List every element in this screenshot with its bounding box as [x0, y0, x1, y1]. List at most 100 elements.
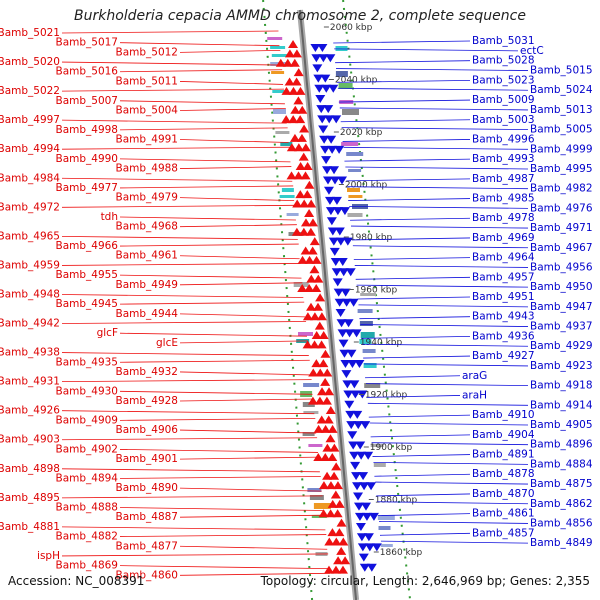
gene-arrow-left [295, 86, 306, 95]
gene-arrow-right [318, 54, 329, 63]
gene-label-right: Bamb_4943 [472, 311, 535, 323]
gene-leader-right [338, 99, 471, 103]
gene-arrow-left [302, 190, 313, 199]
gene-leader-left [61, 321, 307, 324]
gene-label-left: Bamb_4955 [55, 269, 118, 281]
gene-label-left: Bamb_4906 [115, 424, 178, 436]
gene-label-right: araH [462, 389, 487, 401]
gene-arrow-right [345, 410, 356, 419]
gene-arrow-left [316, 340, 327, 349]
gene-arrow-left [331, 537, 342, 546]
gene-arrow-right [338, 268, 349, 277]
gene-arrow-left [340, 556, 351, 565]
gene-leader-left [119, 185, 294, 189]
gene-arrow-left [313, 302, 324, 311]
gene-label-right: Bamb_4861 [472, 508, 535, 520]
gene-arrow-right [357, 543, 368, 552]
gene-arrow-left [288, 40, 299, 48]
gene-label-right: Bamb_4905 [530, 419, 593, 431]
gene-arrow-left [302, 340, 313, 349]
gene-label-left: Bamb_5017 [55, 37, 118, 49]
gene-arrow-left [311, 255, 322, 264]
gene-arrow-right [335, 237, 346, 246]
gene-leader-left [61, 30, 279, 34]
gene-leader-right [366, 395, 461, 398]
gene-label-right: Bamb_4904 [472, 429, 535, 441]
gene-arrow-left [333, 556, 344, 565]
gene-label-right: Bamb_4995 [530, 163, 593, 175]
gene-arrow-right [364, 543, 375, 552]
feature-block-left [275, 131, 290, 134]
gene-label-right: Bamb_4875 [530, 478, 593, 490]
gene-label-right: Bamb_4956 [530, 261, 593, 273]
gene-leader-right [345, 166, 529, 170]
gene-arrow-right [320, 145, 331, 154]
gene-arrow-left [336, 518, 347, 527]
gene-arrow-left [299, 124, 310, 133]
gene-arrow-left [295, 162, 306, 171]
gene-arrow-right [314, 84, 325, 93]
gene-arrow-right [331, 196, 342, 205]
kbp-tick-label: 1900 kbp [370, 443, 413, 453]
gene-label-right: Bamb_4947 [530, 301, 593, 313]
gene-label-left: Bamb_4932 [115, 366, 178, 378]
gene-arrow-left [291, 227, 302, 236]
gene-label-right: Bamb_4951 [472, 291, 535, 303]
feature-block-right [378, 526, 391, 530]
feature-block-right [348, 169, 362, 172]
gene-leader-left [119, 476, 321, 479]
gene-leader-right [333, 40, 471, 44]
gene-arrow-left [332, 481, 343, 490]
feature-block-left [302, 432, 315, 436]
gene-leader-left [61, 437, 318, 441]
gene-label-right: Bamb_4985 [472, 193, 535, 205]
gene-arrow-right [334, 298, 345, 307]
gene-label-left: Bamb_4882 [55, 531, 118, 543]
gene-arrow-left [329, 443, 340, 452]
gene-arrow-right [366, 563, 377, 572]
gene-arrow-right [349, 451, 360, 460]
gene-arrow-left [282, 58, 293, 67]
gene-arrow-left [296, 133, 307, 142]
gene-arrow-left [295, 115, 306, 124]
gene-label-left: Bamb_4966 [55, 240, 118, 252]
gene-leader-left [119, 127, 288, 131]
gene-leader-left [179, 429, 317, 434]
feature-block-left [281, 188, 294, 192]
gene-leader-right [334, 48, 519, 52]
gene-arrow-right [359, 482, 370, 491]
gene-arrow-left [309, 340, 320, 349]
gene-label-right: Bamb_4849 [530, 537, 593, 549]
gene-leader-right [367, 402, 529, 406]
gene-arrow-left [318, 481, 329, 490]
gene-arrow-right [368, 512, 379, 521]
gene-arrow-right [326, 135, 337, 144]
gene-leader-left [119, 332, 307, 337]
gene-leader-left [179, 224, 297, 228]
gene-arrow-right [328, 237, 339, 246]
gene-leader-left [179, 108, 286, 111]
gene-leader-left [61, 119, 287, 124]
gene-arrow-left [309, 265, 320, 274]
gene-arrow-left [322, 471, 333, 480]
gene-leader-right [354, 265, 529, 268]
gene-arrow-left [309, 237, 320, 246]
gene-leader-left [119, 42, 280, 47]
gene-arrow-left [317, 387, 328, 396]
gene-arrow-right [363, 533, 374, 542]
gene-leader-left [119, 216, 296, 221]
gene-leader-left [61, 495, 323, 499]
gene-leader-left [61, 553, 329, 557]
gene-arrow-left [323, 415, 334, 424]
gene-label-left: Bamb_4909 [55, 414, 118, 426]
gene-arrow-right [319, 135, 330, 144]
gene-leader-right [377, 501, 529, 505]
gene-arrow-right [353, 502, 364, 511]
gene-leader-right [361, 335, 471, 339]
gene-leader-left [61, 177, 293, 182]
gene-arrow-right [338, 339, 349, 348]
gene-arrow-right [339, 207, 350, 216]
gene-label-left: Bamb_4898 [0, 463, 60, 475]
gene-arrow-left [318, 359, 329, 368]
feature-block-left [279, 195, 295, 198]
